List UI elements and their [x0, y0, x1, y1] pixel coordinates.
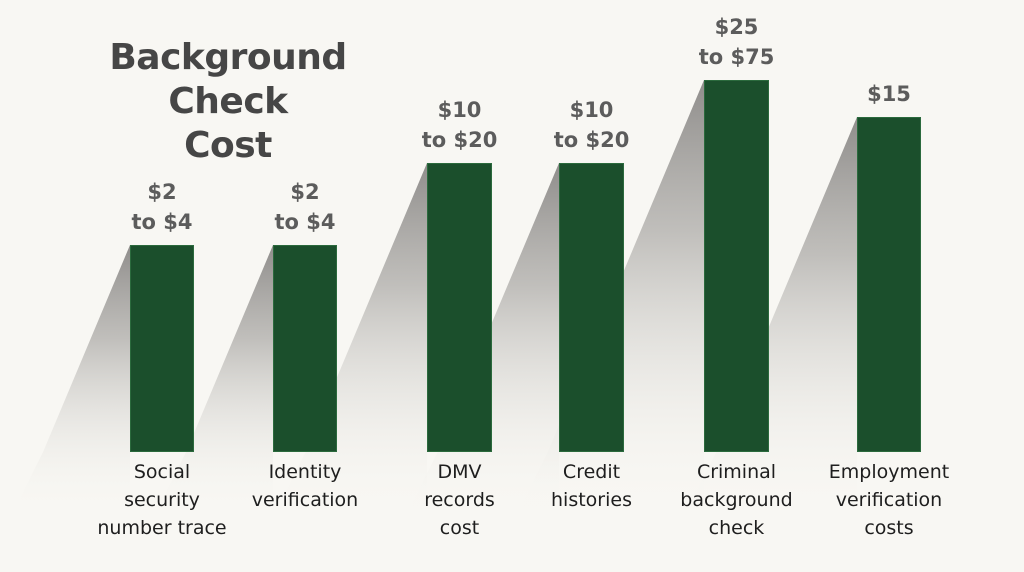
bar — [273, 245, 337, 452]
bar-shadow — [686, 117, 857, 512]
bar-value-label: $10 to $20 — [421, 98, 498, 152]
bar-value-label: $25 to $75 — [698, 15, 775, 69]
category-label: Social security number trace — [97, 461, 227, 539]
bar-shadow — [13, 245, 131, 512]
bar — [857, 117, 921, 452]
category-label: Employment verification costs — [828, 461, 950, 539]
category-label: Credit histories — [551, 461, 632, 511]
bar-value-label: $2 to $4 — [274, 180, 336, 234]
bar-value-label: $10 to $20 — [553, 98, 630, 152]
bar — [559, 163, 624, 452]
bar — [427, 163, 492, 452]
bar-value-label: $2 to $4 — [131, 180, 193, 234]
bar-shadow — [275, 163, 427, 512]
bar — [130, 245, 194, 452]
bar — [704, 80, 769, 452]
bar-shadow — [156, 245, 273, 512]
category-label: DMV records cost — [424, 461, 495, 539]
category-label: Identity verification — [251, 461, 359, 511]
bar-shadow — [517, 80, 704, 512]
bar-value-label: $15 — [867, 82, 911, 106]
category-label: Criminal background check — [680, 461, 793, 539]
bar-shadow — [407, 163, 559, 512]
chart-title: Background Check Cost — [109, 37, 347, 166]
